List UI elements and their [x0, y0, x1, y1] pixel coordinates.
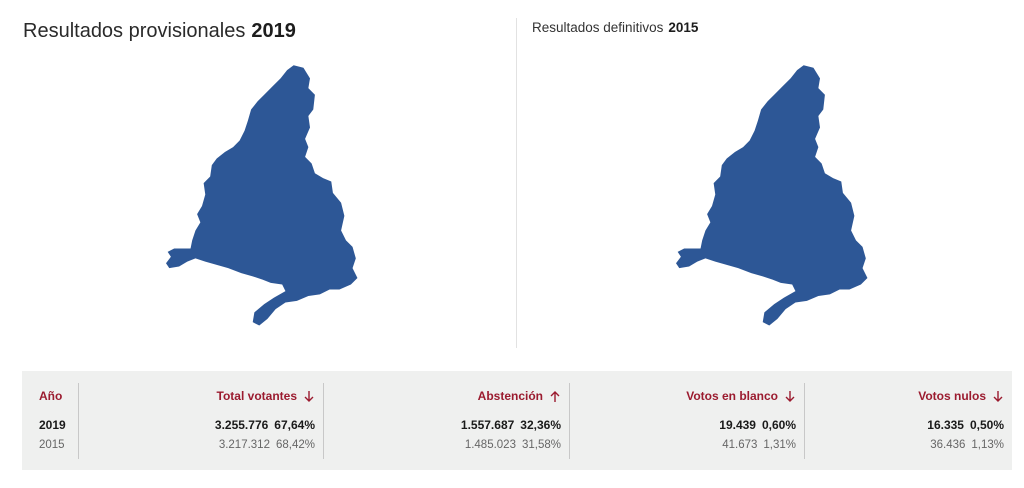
arrow-down-icon: [785, 390, 795, 402]
provisional-results-title: Resultados provisionales 2019: [23, 20, 296, 43]
abstencion-2019-pct: 32,36%: [520, 418, 561, 432]
year-column: Año 2019 2015: [22, 371, 78, 470]
table-row: 16.335 0,50%: [927, 418, 1004, 432]
definitive-results-panel: Resultados definitivos 2015: [518, 0, 1024, 360]
abstencion-2019: 1.557.687: [460, 418, 515, 432]
madrid-region-map-2015[interactable]: [650, 62, 900, 332]
year-2019: 2019: [39, 418, 66, 432]
results-summary-table: Año 2019 2015 Total votantes 3.255.776 67…: [22, 371, 1012, 470]
abstencion-column: Abstención 1.557.687 32,36% 1.485.023 31,5…: [323, 371, 569, 470]
total-votantes-2015-pct: 68,42%: [275, 439, 315, 451]
year-2015: 2015: [39, 439, 65, 451]
abstencion-header[interactable]: Abstención: [478, 389, 561, 403]
votos-nulos-2019: 16.335: [927, 418, 964, 432]
votos-blanco-header[interactable]: Votos en blanco: [686, 389, 796, 403]
arrow-down-icon: [993, 390, 1003, 402]
arrow-up-icon: [550, 390, 560, 402]
definitive-year: 2015: [668, 20, 699, 35]
total-votantes-2019: 3.255.776: [214, 418, 269, 432]
votos-nulos-header[interactable]: Votos nulos: [918, 389, 1004, 403]
votos-nulos-2015-pct: 1,13%: [971, 439, 1004, 451]
madrid-region-2019: [166, 65, 358, 326]
total-votantes-header[interactable]: Total votantes: [217, 389, 315, 403]
total-votantes-2015: 3.217.312: [218, 439, 270, 451]
total-votantes-label: Total votantes: [216, 389, 297, 403]
table-row: 1.485.023 31,58%: [465, 439, 561, 451]
definitive-title-text: Resultados definitivos: [532, 20, 664, 35]
table-row: 3.255.776 67,64%: [215, 418, 315, 432]
abstencion-2015: 1.485.023: [464, 439, 516, 451]
year-header: Año: [39, 389, 63, 403]
votos-nulos-2019-pct: 0,50%: [969, 418, 1004, 432]
arrow-down-icon: [304, 390, 314, 402]
votos-blanco-column: Votos en blanco 19.439 0,60% 41.673 1,31%: [569, 371, 804, 470]
definitive-results-title: Resultados definitivos 2015: [532, 20, 698, 35]
provisional-title-text: Resultados provisionales: [23, 20, 246, 42]
provisional-results-panel: Resultados provisionales 2019: [0, 0, 516, 360]
table-row: 41.673 1,31%: [722, 439, 796, 451]
total-votantes-2019-pct: 67,64%: [274, 418, 315, 432]
table-row: 1.557.687 32,36%: [461, 418, 561, 432]
madrid-region-2015: [676, 65, 868, 326]
madrid-region-map-2019[interactable]: [140, 62, 390, 332]
votos-blanco-2019-pct: 0,60%: [761, 418, 796, 432]
votos-nulos-column: Votos nulos 16.335 0,50% 36.436 1,13%: [804, 371, 1012, 470]
votos-nulos-2015: 36.436: [930, 439, 966, 451]
provisional-year: 2019: [251, 20, 296, 42]
votos-blanco-label: Votos en blanco: [686, 389, 778, 403]
votos-blanco-2015-pct: 1,31%: [763, 439, 796, 451]
abstencion-2015-pct: 31,58%: [521, 439, 561, 451]
table-row: 36.436 1,13%: [930, 439, 1004, 451]
abstencion-label: Abstención: [477, 389, 543, 403]
panel-divider: [516, 18, 517, 348]
votos-blanco-2015: 41.673: [722, 439, 758, 451]
table-row: 3.217.312 68,42%: [219, 439, 315, 451]
total-votantes-column: Total votantes 3.255.776 67,64% 3.217.312…: [78, 371, 323, 470]
votos-blanco-2019: 19.439: [719, 418, 756, 432]
votos-nulos-label: Votos nulos: [918, 389, 986, 403]
table-row: 19.439 0,60%: [719, 418, 796, 432]
